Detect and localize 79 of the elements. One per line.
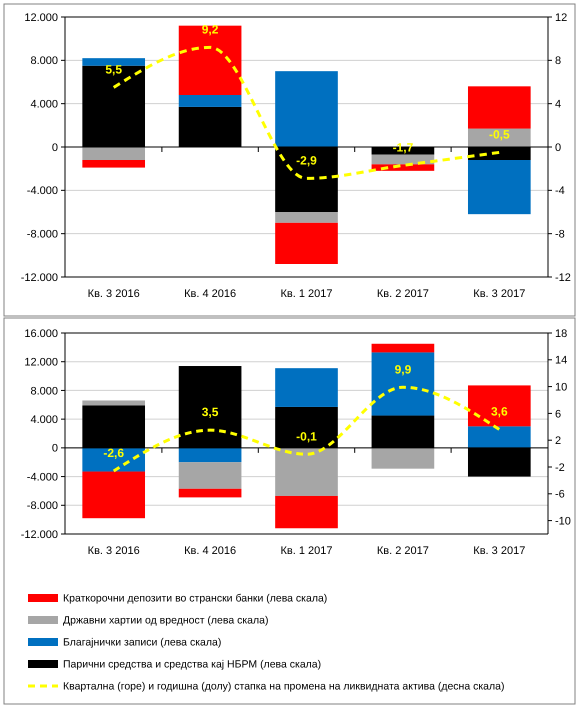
bar bbox=[372, 448, 434, 469]
bar bbox=[468, 128, 531, 147]
y2-tick-label: 12 bbox=[555, 12, 568, 24]
y-tick-label: 4.000 bbox=[30, 414, 58, 426]
data-label: -0,5 bbox=[488, 127, 510, 142]
legend-label: Државни хартии од вредност (лева скала) bbox=[63, 614, 268, 627]
y-tick-label: 0 bbox=[52, 442, 58, 455]
bar bbox=[178, 462, 242, 489]
y2-tick-label: 0 bbox=[555, 142, 562, 154]
y-tick-label: 12.000 bbox=[24, 12, 58, 24]
y2-tick-label: -10 bbox=[555, 515, 571, 528]
bar bbox=[82, 147, 146, 160]
bar bbox=[275, 496, 338, 528]
y-tick-label: -4.000 bbox=[26, 471, 58, 484]
bar bbox=[372, 154, 434, 164]
x-tick-label: Кв. 3 2016 bbox=[88, 288, 140, 300]
y2-tick-label: -6 bbox=[555, 488, 565, 501]
y-tick-label: -8.000 bbox=[26, 228, 58, 241]
data-label: 9,9 bbox=[394, 362, 412, 376]
y-tick-label: 8.000 bbox=[30, 55, 58, 68]
y-tick-label: -12.000 bbox=[20, 272, 58, 284]
x-tick-label: Кв. 2 2017 bbox=[376, 545, 429, 557]
bar bbox=[468, 160, 531, 214]
y2-tick-label: 2 bbox=[555, 435, 562, 448]
data-label: -0,1 bbox=[296, 429, 318, 444]
data-label: 3,5 bbox=[202, 405, 219, 420]
bar bbox=[82, 472, 146, 518]
y-tick-label: 12.000 bbox=[24, 356, 58, 369]
bar bbox=[178, 26, 242, 95]
y2-tick-label: 4 bbox=[555, 98, 562, 111]
bar bbox=[275, 222, 338, 264]
bar bbox=[275, 448, 338, 496]
x-tick-label: Кв. 4 2016 bbox=[184, 288, 236, 300]
y-tick-label: 0 bbox=[52, 142, 58, 154]
bar bbox=[275, 368, 338, 407]
bar bbox=[82, 160, 146, 168]
x-tick-label: Кв. 1 2017 bbox=[280, 288, 333, 300]
bar bbox=[82, 58, 146, 66]
bar bbox=[178, 95, 242, 107]
x-tick-label: Кв. 3 2017 bbox=[473, 545, 526, 557]
bar bbox=[178, 488, 242, 498]
x-tick-label: Кв. 3 2017 bbox=[473, 288, 526, 300]
x-tick-label: Кв. 3 2016 bbox=[88, 545, 140, 557]
legend-label: Краткорочни депозити во странски банки (лева скала) bbox=[63, 592, 328, 605]
y2-tick-label: 18 bbox=[555, 328, 568, 340]
bar bbox=[468, 385, 531, 426]
y2-tick-label: -2 bbox=[555, 462, 565, 474]
x-tick-label: Кв. 2 2017 bbox=[376, 288, 429, 300]
y-tick-label: -12.000 bbox=[20, 528, 58, 541]
legend-label: Благајнички записи (лева скала) bbox=[63, 636, 222, 649]
bar bbox=[275, 71, 338, 147]
bar bbox=[372, 344, 434, 352]
data-label: 9,2 bbox=[202, 22, 219, 36]
y-tick-label: -4.000 bbox=[26, 185, 58, 198]
y2-tick-label: -8 bbox=[555, 228, 565, 241]
y-tick-label: -8.000 bbox=[26, 500, 58, 512]
y-tick-label: 16.000 bbox=[24, 328, 58, 340]
y-tick-label: 4.000 bbox=[30, 98, 58, 111]
bar bbox=[275, 212, 338, 223]
y2-tick-label: 8 bbox=[555, 55, 562, 68]
y2-tick-label: -12 bbox=[555, 272, 571, 284]
x-tick-label: Кв. 4 2016 bbox=[184, 545, 236, 557]
bar bbox=[468, 426, 531, 448]
y2-tick-label: 6 bbox=[555, 408, 562, 420]
data-label: 3,6 bbox=[490, 404, 508, 418]
y2-tick-label: 10 bbox=[555, 381, 568, 394]
x-tick-label: Кв. 1 2017 bbox=[280, 545, 333, 557]
data-label: 5,5 bbox=[105, 62, 122, 76]
bar bbox=[372, 352, 434, 416]
y2-tick-label: 14 bbox=[555, 354, 568, 367]
bar bbox=[82, 400, 146, 406]
data-label: -2,9 bbox=[296, 153, 318, 168]
bar bbox=[468, 86, 531, 129]
legend-label: Парични средства и средства кај НБРМ (лева скала) bbox=[63, 658, 322, 671]
bar bbox=[178, 448, 242, 462]
y-tick-label: 8.000 bbox=[30, 385, 58, 398]
data-label: -2,6 bbox=[103, 446, 124, 460]
y2-tick-label: -4 bbox=[555, 185, 565, 198]
legend-label: Квартална (горе) и годишна (долу) стапка на промена на ликвидната актива (десна скала) bbox=[63, 680, 504, 693]
